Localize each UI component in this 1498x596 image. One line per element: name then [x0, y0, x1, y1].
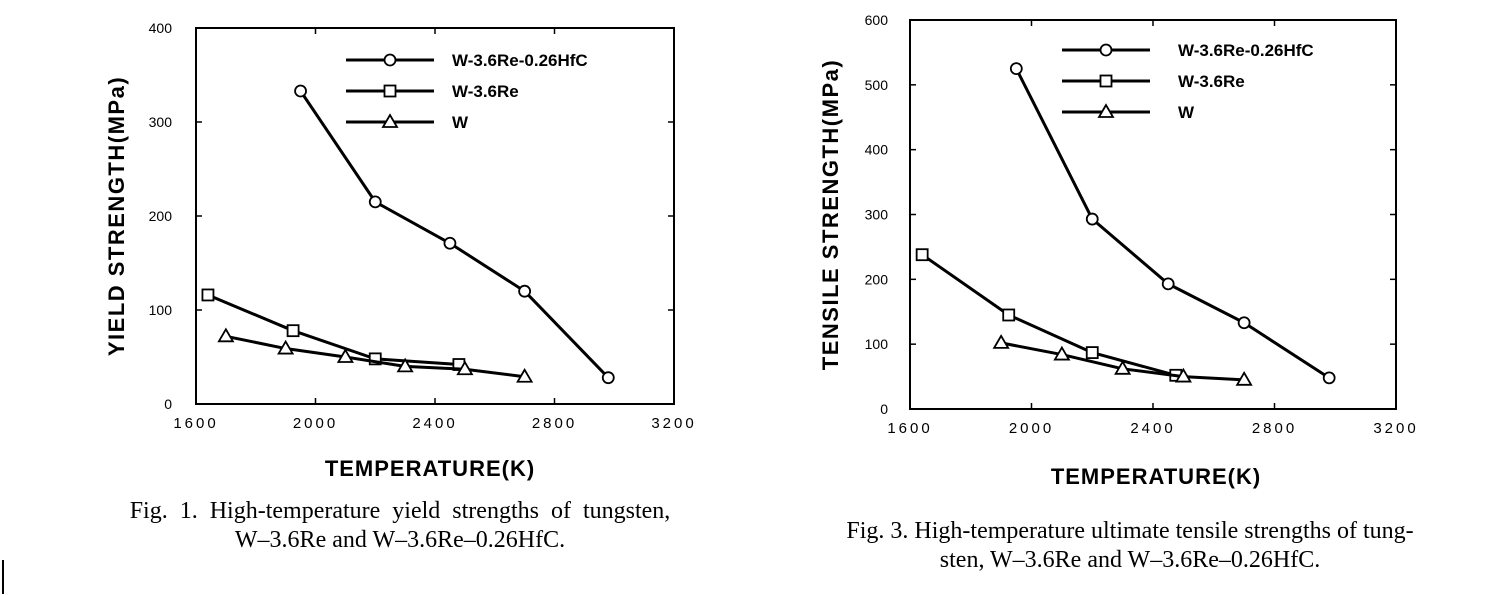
chart1-data-point [368, 195, 382, 209]
chart1-data-point [294, 84, 307, 98]
chart2-series-square [915, 248, 1183, 382]
chart2-y-tick-label: 300 [865, 207, 889, 223]
chart1-series-square [201, 288, 466, 371]
yield-strength-chart: 1600 2000 2400 2800 3200 0 100 200 300 400 TEMPERA… [104, 20, 696, 481]
chart2-data-point [1053, 345, 1071, 361]
chart2-y-tick-label: 400 [865, 142, 889, 158]
chart1-series-line [225, 334, 525, 379]
chart1-data-point [201, 288, 215, 302]
chart2-x-tick-label: 1600 [887, 420, 932, 437]
chart2-x-axis-label: TEMPERATURE(K) [1051, 464, 1261, 489]
chart2-x-tick-label: 3200 [1373, 420, 1418, 437]
chart1-data-point [336, 348, 354, 363]
chart2-x-tick-label: 2400 [1130, 420, 1175, 437]
chart1-y-axis-label: YIELD STRENGTH(MPa) [104, 76, 129, 356]
tensile-strength-figure: 1600 2000 2400 2800 3200 0 100 200 300 400 500 600 T… [760, 0, 1498, 596]
chart2-legend-marker [1099, 74, 1113, 88]
yield-strength-figure: 1600 2000 2400 2800 3200 0 100 200 300 400 TEMPERA… [2, 20, 760, 594]
figure-3-caption-line-1: Fig. 3. High-temperature ultimate tensil… [846, 518, 1414, 544]
chart1-legend-marker [383, 53, 397, 67]
chart1-y-tick-label: 0 [164, 396, 172, 412]
figure-1-caption-line-2: W–3.6Re and W–3.6Re–0.26HfC. [234, 527, 566, 553]
chart2-data-point [1002, 308, 1016, 322]
chart2-data-point [1174, 367, 1192, 383]
chart1-legend-marker [383, 84, 397, 98]
chart2-data-point [1322, 371, 1336, 385]
chart2-y-tick-label: 100 [865, 336, 889, 352]
chart1-x-tick-label: 1600 [173, 415, 218, 432]
figure-1-caption: Fig. 1. High-temperature yield strengths… [40, 497, 760, 555]
chart2-data-point [915, 248, 929, 262]
chart2-data-point [1237, 316, 1251, 330]
chart1-x-axis-label: TEMPERATURE(K) [325, 456, 535, 481]
chart1-data-point [396, 357, 414, 373]
chart1-legend-label: W [452, 113, 469, 132]
chart2-series-line [1014, 67, 1330, 380]
chart2-y-tick-label: 500 [865, 77, 889, 93]
chart1-x-tick-label: 2800 [532, 415, 577, 432]
chart2-data-point [1114, 360, 1132, 375]
chart1-plot-frame [195, 27, 675, 405]
chart1-data-point [518, 284, 532, 298]
chart2-series-triangle [992, 334, 1253, 386]
chart1-y-tick-label: 100 [149, 302, 173, 318]
chart1-legend-marker [381, 113, 399, 128]
chart2-legend-entry: W-3.6Re [1062, 72, 1245, 91]
chart1-legend-label: W-3.6Re-0.26HfC [452, 51, 588, 70]
chart1-series-line [207, 293, 460, 367]
figure-3-caption-line-2: sten, W–3.6Re and W–3.6Re–0.26HfC. [939, 547, 1321, 573]
figure-1-caption-line-1: Fig. 1. High-temperature yield strengths… [129, 498, 671, 524]
chart1-data-point [277, 339, 295, 355]
chart1-data-point [217, 327, 235, 343]
chart1-data-point [601, 371, 615, 385]
chart2-data-point [1009, 62, 1023, 76]
chart2-legend-label: W-3.6Re-0.26HfC [1178, 41, 1314, 60]
chart2-legend-marker [1097, 103, 1115, 118]
chart1-series-circle [294, 84, 615, 385]
chart1-legend-label: W-3.6Re [452, 82, 519, 101]
chart1-legend-entry: W [346, 113, 469, 132]
chart2-legend-entry: W-3.6Re-0.26HfC [1062, 41, 1314, 60]
margin-mark [2, 560, 4, 594]
chart2-data-point [1085, 212, 1099, 226]
chart1-legend-entry: W-3.6Re [346, 82, 519, 101]
chart2-legend-entry: W [1062, 103, 1195, 122]
chart1-legend-entry: W-3.6Re-0.26HfC [346, 51, 588, 70]
chart2-legend-label: W-3.6Re [1178, 72, 1245, 91]
chart2-legend-label: W [1178, 103, 1195, 122]
chart2-data-point [1085, 346, 1099, 359]
chart2-x-tick-label: 2800 [1252, 420, 1297, 437]
chart2-data-point [1161, 277, 1175, 291]
chart2-y-tick-label: 600 [865, 12, 889, 28]
chart1-y-tick-label: 300 [149, 114, 173, 130]
chart1-series-line [299, 90, 610, 379]
tensile-strength-chart: 1600 2000 2400 2800 3200 0 100 200 300 400 500 600 T… [818, 12, 1418, 489]
chart1-x-tick-label: 2400 [412, 415, 457, 432]
chart2-x-tick-label: 2000 [1009, 420, 1054, 437]
chart1-y-tick-label: 200 [149, 208, 173, 224]
chart1-data-point [456, 360, 474, 376]
chart2-data-point [992, 334, 1010, 349]
chart1-data-point [516, 367, 534, 383]
chart1-x-tick-label: 3200 [651, 415, 696, 432]
chart1-y-tick-label: 400 [149, 20, 173, 36]
chart1-data-point [368, 352, 382, 366]
chart2-y-axis-label: TENSILE STRENGTH(MPa) [818, 59, 843, 370]
chart2-legend-marker [1099, 43, 1113, 57]
chart1-x-tick-label: 2000 [293, 415, 338, 432]
chart1-data-point [443, 236, 457, 250]
chart1-series-triangle [217, 327, 534, 383]
chart2-series-circle [1009, 62, 1336, 385]
chart2-plot-frame [909, 19, 1397, 410]
chart2-y-tick-label: 200 [865, 271, 889, 287]
chart2-data-point [1235, 371, 1253, 386]
figure-3-caption: Fig. 3. High-temperature ultimate tensil… [770, 517, 1490, 575]
chart2-y-tick-label: 0 [880, 401, 888, 417]
chart1-data-point [286, 324, 300, 338]
chart2-series-line [921, 253, 1177, 377]
